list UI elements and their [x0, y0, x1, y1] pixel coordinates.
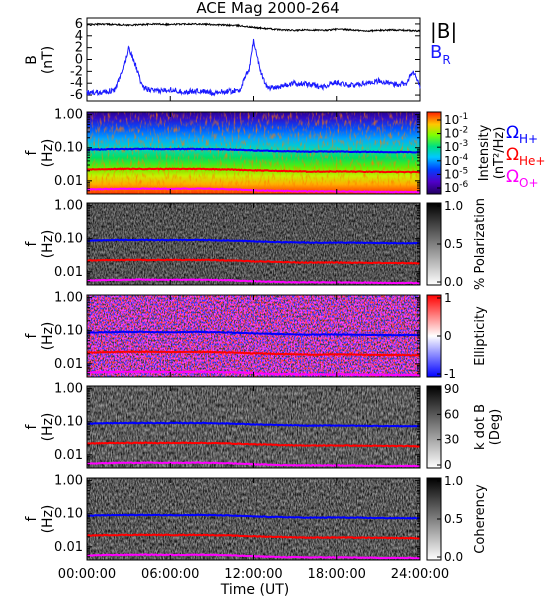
gyro-line-h	[86, 147, 421, 154]
coherency-texture	[87, 478, 420, 560]
f-tick-label: 0.10	[54, 415, 83, 430]
panel-coherency: 1.00 0.10 0.01 f (Hz) 1.0 0.5 0.0 Coherency	[24, 474, 488, 564]
colorbar-tick-label: 0	[444, 458, 452, 472]
b-ytick-label: 2	[75, 41, 83, 56]
gyro-line-h	[87, 513, 421, 520]
f-ylabel-line2: (Hz)	[40, 139, 56, 168]
f-tick-label: 0.01	[54, 174, 83, 189]
x-tick-label: 24:00:00	[391, 567, 449, 582]
colorbar-tick-label: 0.0	[444, 275, 463, 289]
x-tick-label: 18:00:00	[308, 567, 366, 582]
colorbar-tick-label: 10-5	[444, 166, 468, 181]
f-tick-label: 1.00	[54, 199, 83, 214]
x-tick-label: 06:00:00	[141, 567, 199, 582]
panel-intensity: 1.00 0.10 0.01 f (Hz) 10-110-210-310-410-510-…	[24, 108, 507, 195]
panel-ellipticity: 1.00 0.10 0.01 f (Hz) 1 0 -1 Ellipticity	[24, 291, 488, 381]
colorbar-kdotb	[426, 385, 442, 469]
f-tick-label: 0.10	[54, 141, 83, 156]
panel-polarization: 1.00 0.10 0.01 f (Hz) 1.0 0.5 0.0 % Polarization	[24, 198, 488, 290]
f-tick-label: 0.01	[54, 357, 83, 372]
polarization-texture	[87, 203, 420, 285]
b-ylabel-line1: B	[24, 55, 40, 65]
b-ylabel-line2: (nT)	[40, 46, 56, 74]
figure-title: ACE Mag 2000-264	[196, 0, 339, 17]
gyro-line-he	[87, 258, 421, 265]
colorbar-tick-label: -1	[444, 367, 456, 381]
colorbar-tick-label: 1	[444, 291, 452, 305]
f-tick-label: 1.00	[54, 474, 83, 489]
gyro-line-h	[86, 330, 421, 337]
colorbar-title-kdotb: k dot B	[473, 404, 488, 450]
f-tick-label: 1.00	[54, 108, 83, 123]
b-ytick-label: -4	[70, 76, 83, 91]
colorbar-tick-label: 1.0	[444, 199, 463, 213]
f-ylabel-line1: f	[24, 332, 40, 338]
f-ylabel-line1: f	[24, 240, 40, 246]
colorbar-title-kdotb: (Deg)	[488, 409, 503, 445]
colorbar-tick-label: 0.5	[444, 512, 463, 526]
kdotb-texture	[87, 386, 420, 468]
f-ylabel-line2: (Hz)	[40, 322, 56, 351]
colorbar-title-ellipticity: Ellipticity	[473, 306, 488, 366]
colorbar-title-coherency: Coherency	[473, 484, 488, 554]
f-tick-label: 1.00	[54, 291, 83, 306]
b-ytick-label: -2	[70, 64, 83, 79]
colorbar-tick-label: 10-4	[444, 153, 469, 168]
legend-omega-he: ΩHe+	[506, 145, 545, 168]
panel-kdotb: 1.00 0.10 0.01 f (Hz) 90 60 30 0 k dot B (Deg)	[24, 382, 503, 472]
intensity-speckle	[87, 112, 420, 194]
colorbar-tick-label: 0.0	[444, 550, 463, 564]
br-line	[86, 38, 421, 97]
f-ylabel-line2: (Hz)	[40, 413, 56, 442]
legend-br: BR	[430, 42, 451, 67]
colorbar-tick-label: 1.0	[444, 474, 463, 488]
gyro-line-he	[86, 533, 421, 540]
b-ytick-label: 6	[75, 17, 83, 32]
gyro-line-h	[86, 238, 421, 245]
legend-omega-o: ΩO+	[506, 167, 539, 190]
gyro-line-he	[86, 441, 421, 448]
btotal-line	[87, 22, 421, 33]
f-ylabel-line1: f	[24, 515, 40, 521]
f-tick-label: 0.10	[54, 324, 83, 339]
f-ylabel-line1: f	[24, 149, 40, 155]
f-tick-label: 1.00	[54, 382, 83, 397]
x-tick-label: 12:00:00	[224, 567, 282, 582]
colorbar-tick-label: 0.5	[444, 237, 463, 251]
legend-omega-h: ΩH+	[506, 123, 538, 146]
gyro-line-h	[86, 421, 421, 428]
colorbar-title-intensity: Intensity	[477, 124, 492, 181]
colorbar-intensity	[426, 111, 442, 195]
colorbar-tick-label: 30	[444, 433, 459, 447]
f-ylabel-line2: (Hz)	[40, 230, 56, 259]
colorbar-title-intensity: (nT²/Hz)	[492, 127, 507, 180]
f-tick-label: 0.01	[54, 540, 83, 555]
f-ylabel-line2: (Hz)	[40, 505, 56, 534]
gyro-line-he	[86, 350, 420, 357]
f-tick-label: 0.10	[54, 232, 83, 247]
f-tick-label: 0.01	[54, 448, 83, 463]
colorbar-tick-label: 10-6	[444, 180, 469, 195]
colorbar-tick-label: 60	[444, 407, 459, 421]
colorbar-title-polarization: % Polarization	[473, 198, 488, 290]
x-tick-label: 00:00:00	[58, 567, 116, 582]
colorbar-tick-label: 10-2	[444, 126, 468, 141]
gyro-line-he	[86, 167, 420, 174]
f-tick-label: 0.10	[54, 507, 83, 522]
b-ytick-label: -6	[70, 88, 83, 103]
b-ytick-label: 4	[75, 29, 83, 44]
colorbar-tick-label: 10-3	[444, 139, 468, 154]
gyro-legend: ΩH+ ΩHe+ ΩO+	[506, 123, 545, 190]
colorbar-tick-label: 0	[444, 329, 452, 343]
x-axis-label: Time (UT)	[220, 582, 289, 598]
legend-btotal: |B|	[430, 19, 457, 43]
ellipticity-texture	[87, 295, 420, 377]
colorbar-tick-label: 90	[444, 382, 459, 396]
f-tick-label: 0.01	[54, 265, 83, 280]
f-ylabel-line1: f	[24, 423, 40, 429]
colorbar-tick-label: 10-1	[444, 112, 468, 127]
b-ytick-label: 0	[75, 53, 83, 68]
